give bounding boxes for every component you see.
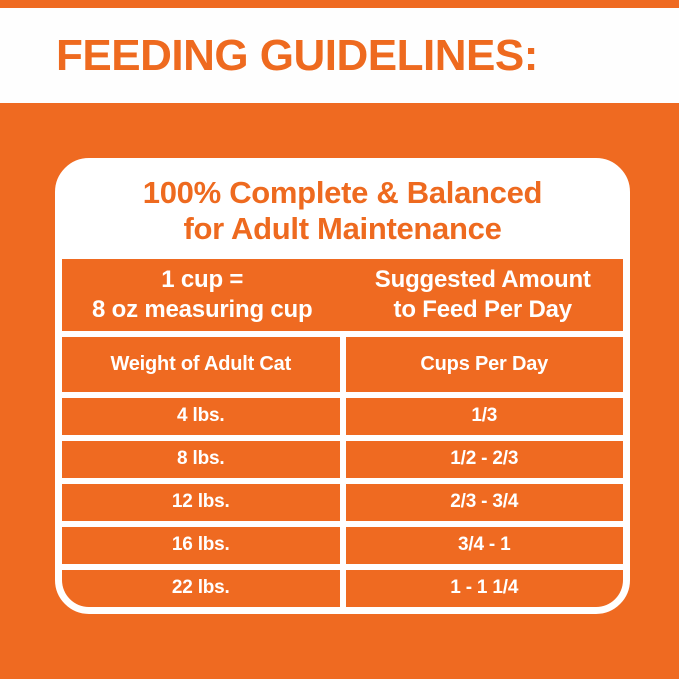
- table-row: 4 lbs. 1/3: [62, 397, 623, 435]
- weight-cell: 12 lbs.: [62, 483, 340, 521]
- table-row: 12 lbs. 2/3 - 3/4: [62, 483, 623, 521]
- table-row: 8 lbs. 1/2 - 2/3: [62, 440, 623, 478]
- table-header-row: Weight of Adult Cat Cups Per Day: [62, 336, 623, 392]
- suggested-amount-line1: Suggested Amount: [374, 265, 591, 293]
- column-header-weight: Weight of Adult Cat: [62, 336, 340, 392]
- cups-cell: 1 - 1 1/4: [345, 569, 623, 607]
- feeding-table-card: 100% Complete & Balanced for Adult Maint…: [55, 158, 630, 614]
- cup-definition-cell: 1 cup = 8 oz measuring cup: [62, 259, 343, 331]
- table-intro-row: 1 cup = 8 oz measuring cup Suggested Amo…: [62, 258, 624, 331]
- card-title: 100% Complete & Balanced for Adult Maint…: [62, 165, 623, 259]
- table-row: 22 lbs. 1 - 1 1/4: [62, 569, 623, 607]
- weight-cell: 22 lbs.: [62, 569, 340, 607]
- suggested-amount-line2: to Feed Per Day: [393, 295, 573, 323]
- table-row: 16 lbs. 3/4 - 1: [62, 526, 623, 564]
- cups-cell: 1/2 - 2/3: [345, 440, 623, 478]
- cups-cell: 2/3 - 3/4: [345, 483, 623, 521]
- page-title: FEEDING GUIDELINES:: [56, 30, 538, 80]
- cups-cell: 1/3: [345, 397, 623, 435]
- column-header-cups: Cups Per Day: [345, 336, 623, 392]
- card-title-line2: for Adult Maintenance: [183, 210, 502, 246]
- cups-cell: 3/4 - 1: [345, 526, 623, 564]
- feeding-table: 1 cup = 8 oz measuring cup Suggested Amo…: [62, 258, 624, 607]
- cup-definition-line1: 1 cup =: [161, 265, 244, 293]
- cup-definition-line2: 8 oz measuring cup: [92, 295, 313, 323]
- header-band: FEEDING GUIDELINES:: [0, 8, 679, 103]
- weight-cell: 8 lbs.: [62, 440, 340, 478]
- suggested-amount-cell: Suggested Amount to Feed Per Day: [343, 259, 624, 331]
- weight-cell: 4 lbs.: [62, 397, 340, 435]
- card-title-line1: 100% Complete & Balanced: [142, 175, 543, 210]
- weight-cell: 16 lbs.: [62, 526, 340, 564]
